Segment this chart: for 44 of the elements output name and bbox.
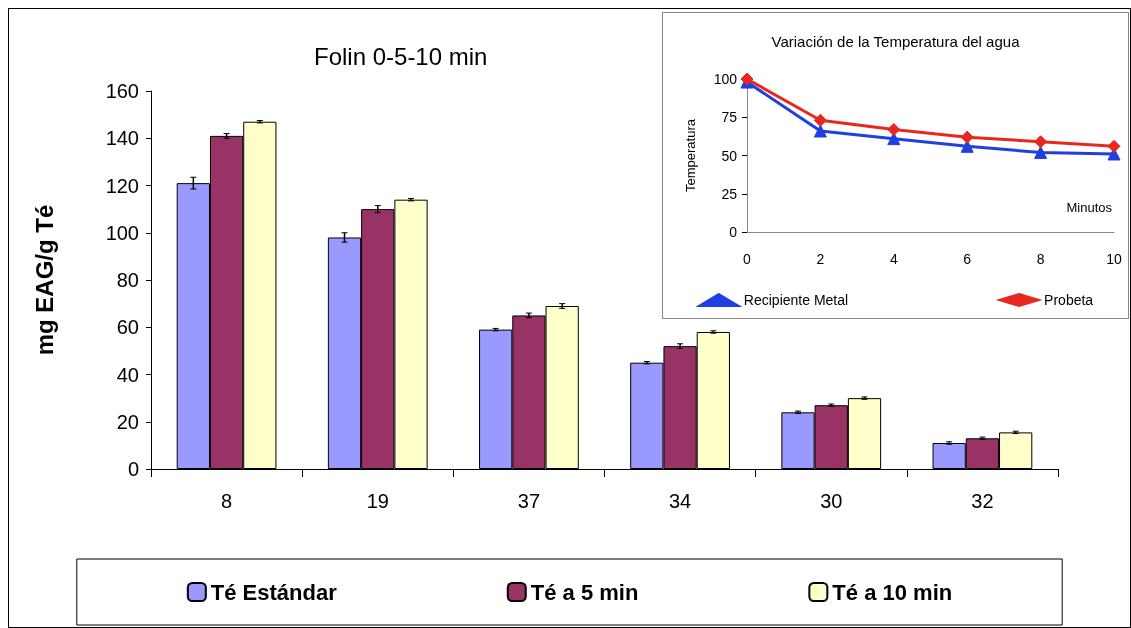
chart-title: Folin 0-5-10 min	[314, 42, 488, 70]
y-tick-label: 50	[721, 147, 738, 164]
y-tick-label: 75	[721, 109, 738, 126]
y-tick-label: 160	[105, 80, 139, 102]
legend-label: Té a 5 min	[530, 579, 639, 605]
point	[1107, 139, 1121, 153]
x-tick-label: 19	[366, 490, 389, 512]
y-tick-label: 120	[105, 174, 139, 197]
legend-label: Té a 10 min	[832, 579, 953, 605]
y-tick-label: 100	[713, 71, 738, 87]
legend-label: Té Estándar	[210, 579, 338, 605]
y-tick-label: 0	[127, 458, 139, 480]
x-tick-label: 8	[1036, 251, 1045, 267]
point	[960, 130, 974, 144]
x-tick-label: 34	[668, 490, 692, 512]
y-tick-label: 20	[116, 410, 139, 433]
x-tick-label: 4	[889, 251, 898, 267]
point	[813, 113, 827, 127]
y-axis-title: Temperatura	[683, 118, 698, 192]
point	[1034, 145, 1048, 159]
x-tick-label: 2	[816, 251, 825, 267]
x-tick-label: 30	[820, 490, 843, 512]
legend-label: Probeta	[1044, 292, 1094, 308]
point	[887, 122, 901, 136]
point	[887, 132, 901, 146]
x-tick-label: 8	[221, 490, 233, 512]
y-tick-label: 40	[116, 363, 139, 386]
y-tick-label: 80	[116, 269, 139, 291]
x-tick-label: 10	[1106, 251, 1122, 267]
legend-label: Recipiente Metal	[743, 292, 849, 308]
point	[813, 124, 827, 138]
x-tick-label: 37	[517, 490, 541, 512]
y-tick-label: 25	[721, 185, 738, 202]
x-tick-label: 32	[971, 490, 994, 512]
point	[1034, 135, 1048, 149]
x-axis-title: Minutos	[1066, 200, 1113, 215]
x-tick-label: 0	[743, 251, 752, 267]
y-tick-label: 100	[105, 221, 139, 244]
chart-title: Variación de la Temperatura del agua	[771, 33, 1021, 50]
y-axis-title: mg EAG/g Té	[30, 204, 58, 356]
y-tick-label: 0	[729, 224, 738, 240]
x-tick-label: 6	[963, 251, 972, 267]
y-tick-label: 60	[116, 316, 139, 339]
y-tick-label: 140	[105, 127, 139, 150]
